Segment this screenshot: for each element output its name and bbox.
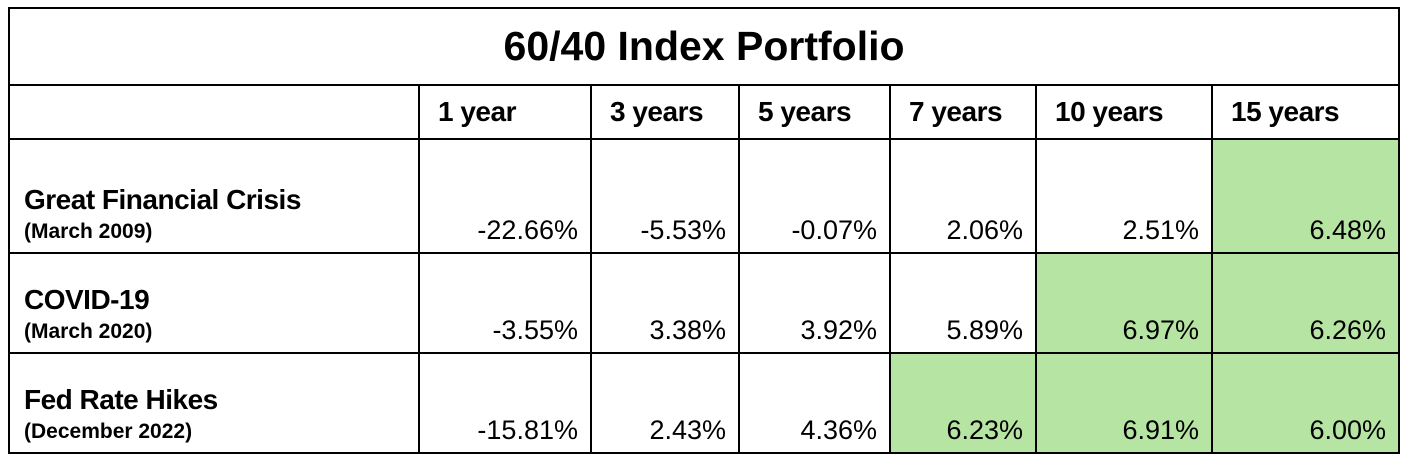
col-header: 10 years: [1035, 84, 1213, 140]
value-cell: -15.81%: [418, 352, 592, 454]
title-row: 60/40 Index Portfolio: [7, 7, 1401, 86]
value-cell: 3.92%: [738, 252, 891, 354]
value-cell-highlighted: 6.26%: [1210, 252, 1401, 354]
value-cell: 4.36%: [738, 352, 891, 454]
value-cell: 2.51%: [1035, 138, 1213, 254]
value-cell: 2.06%: [889, 138, 1037, 254]
row-label: Fed Rate Hikes (December 2022): [8, 352, 420, 454]
portfolio-returns-table: 60/40 Index Portfolio 1 year 3 years 5 y…: [7, 7, 1401, 454]
row-label: COVID-19 (March 2020): [8, 252, 420, 354]
table-row: Fed Rate Hikes (December 2022) -15.81% 2.43…: [8, 352, 1401, 454]
col-header: 3 years: [590, 84, 740, 140]
value-cell-highlighted: 6.91%: [1035, 352, 1213, 454]
value-cell: -5.53%: [590, 138, 740, 254]
value-cell: -22.66%: [418, 138, 592, 254]
row-label-main: Great Financial Crisis: [24, 184, 301, 215]
value-cell: -0.07%: [738, 138, 891, 254]
row-label-main: Fed Rate Hikes: [24, 384, 218, 415]
row-label: Great Financial Crisis (March 2009): [8, 138, 420, 254]
table-title: 60/40 Index Portfolio: [7, 7, 1401, 86]
value-cell-highlighted: 6.48%: [1210, 138, 1401, 254]
col-header: 15 years: [1210, 84, 1401, 140]
col-header: 5 years: [738, 84, 891, 140]
col-header: 1 year: [418, 84, 592, 140]
value-cell: 5.89%: [889, 252, 1037, 354]
header-corner: [8, 84, 420, 140]
header-row: 1 year 3 years 5 years 7 years 10 years …: [8, 84, 1401, 140]
value-cell: 2.43%: [590, 352, 740, 454]
table-row: COVID-19 (March 2020) -3.55% 3.38% 3.92% 5.89…: [8, 252, 1401, 354]
row-label-sub: (March 2020): [24, 320, 153, 343]
table-row: Great Financial Crisis (March 2009) -22.66…: [8, 138, 1401, 254]
row-label-sub: (March 2009): [24, 220, 153, 243]
value-cell: -3.55%: [418, 252, 592, 354]
value-cell: 3.38%: [590, 252, 740, 354]
value-cell-highlighted: 6.97%: [1035, 252, 1213, 354]
value-cell-highlighted: 6.23%: [889, 352, 1037, 454]
col-header: 7 years: [889, 84, 1037, 140]
row-label-main: COVID-19: [24, 284, 150, 315]
row-label-sub: (December 2022): [24, 420, 193, 443]
value-cell-highlighted: 6.00%: [1210, 352, 1401, 454]
